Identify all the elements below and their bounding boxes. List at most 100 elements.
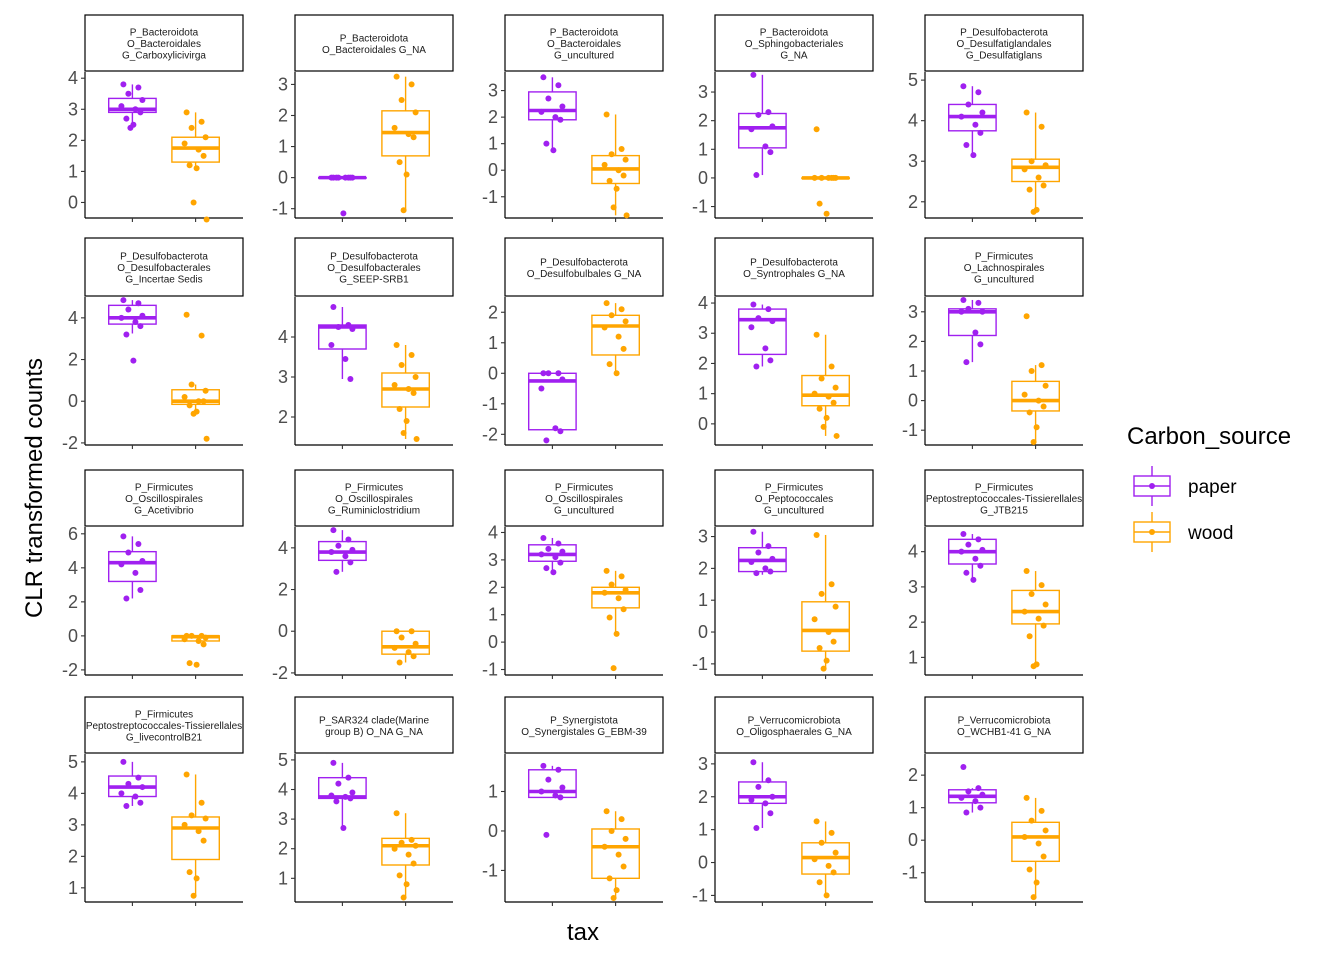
paper-data-point bbox=[118, 103, 125, 110]
facet-strip-label: G_uncultured bbox=[974, 275, 1034, 286]
wood-data-point bbox=[828, 829, 835, 836]
paper-data-point bbox=[139, 558, 146, 565]
wood-data-point bbox=[832, 603, 839, 610]
y-tick-label: 2 bbox=[68, 592, 78, 612]
y-tick-label: 5 bbox=[278, 750, 288, 770]
y-tick-label: 2 bbox=[698, 787, 708, 807]
wood-data-point bbox=[391, 845, 398, 852]
paper-data-point bbox=[333, 174, 340, 181]
wood-data-point bbox=[1021, 391, 1028, 398]
wood-data-point bbox=[398, 362, 405, 368]
facet-panel: P_FirmicutesPeptostreptococcales-Tissier… bbox=[68, 696, 244, 906]
y-tick-label: 2 bbox=[68, 846, 78, 866]
wood-data-point bbox=[396, 159, 403, 166]
facet-strip bbox=[294, 696, 454, 754]
wood-box bbox=[1011, 380, 1061, 412]
paper-data-point bbox=[125, 306, 132, 313]
wood-data-point bbox=[1028, 158, 1035, 165]
wood-data-point bbox=[820, 423, 827, 430]
paper-data-point bbox=[965, 305, 972, 312]
paper-data-point bbox=[559, 103, 566, 110]
facet-strip bbox=[504, 237, 664, 297]
wood-data-point bbox=[198, 332, 205, 339]
wood-data-point bbox=[606, 875, 613, 882]
y-tick-label: -1 bbox=[482, 394, 498, 414]
wood-data-point bbox=[1030, 894, 1037, 901]
wood-data-point bbox=[203, 435, 210, 442]
wood-data-point bbox=[200, 837, 207, 844]
wood-data-point bbox=[1040, 622, 1047, 629]
y-tick-label: 0 bbox=[908, 830, 918, 850]
paper-data-point bbox=[979, 546, 986, 553]
paper-data-point bbox=[540, 370, 547, 377]
facet-strip bbox=[84, 696, 244, 754]
paper-data-point bbox=[328, 792, 335, 799]
paper-data-point bbox=[139, 312, 146, 319]
wood-data-point bbox=[186, 869, 193, 876]
paper-data-point bbox=[977, 562, 984, 569]
paper-data-point bbox=[340, 210, 347, 217]
legend-title: Carbon_source bbox=[1127, 423, 1291, 450]
paper-data-point bbox=[762, 345, 769, 352]
y-tick-label: 2 bbox=[488, 107, 498, 127]
wood-data-point bbox=[408, 81, 415, 88]
wood-data-point bbox=[603, 567, 610, 574]
paper-data-point bbox=[753, 570, 760, 577]
facet-strip bbox=[84, 237, 244, 297]
facet-strip-label: O_Bacteroidales G_NA bbox=[322, 45, 426, 56]
wood-data-point bbox=[1021, 608, 1028, 615]
wood-data-point bbox=[1042, 827, 1049, 834]
y-tick-label: 0 bbox=[698, 853, 708, 873]
facet-strip bbox=[924, 14, 1084, 72]
paper-data-point bbox=[765, 109, 772, 116]
paper-data-point bbox=[750, 759, 757, 766]
wood-data-point bbox=[202, 634, 209, 641]
y-tick-label: 3 bbox=[908, 302, 918, 322]
y-tick-label: 3 bbox=[488, 550, 498, 570]
facet-strip-label: P_Synergistota bbox=[550, 715, 618, 726]
facet-strip-label: P_Bacteroidota bbox=[760, 28, 829, 39]
facet-panel: P_FirmicutesO_OscillospiralesG_Ruminiclo… bbox=[272, 469, 454, 683]
wood-data-point bbox=[601, 324, 608, 331]
paper-data-point bbox=[559, 548, 566, 555]
wood-data-point bbox=[811, 174, 818, 181]
wood-data-point bbox=[1028, 368, 1035, 374]
wood-data-point bbox=[1033, 424, 1040, 431]
paper-data-point bbox=[960, 296, 967, 303]
wood-data-point bbox=[181, 636, 188, 643]
wood-box bbox=[801, 374, 851, 407]
paper-data-point bbox=[972, 798, 979, 805]
wood-data-point bbox=[398, 96, 405, 103]
y-tick-label: 1 bbox=[488, 333, 498, 353]
wood-data-point bbox=[613, 370, 620, 377]
paper-data-point bbox=[345, 322, 352, 328]
paper-data-point bbox=[958, 113, 965, 120]
paper-data-point bbox=[540, 74, 547, 81]
paper-data-point bbox=[123, 331, 130, 338]
facet-strip-label: O_Syntrophales G_NA bbox=[743, 269, 845, 280]
facet-strip-label: O_Lachnospirales bbox=[964, 263, 1045, 274]
facet-strip-label: O_WCHB1-41 G_NA bbox=[957, 727, 1051, 738]
legend-key-point bbox=[1149, 529, 1155, 535]
paper-box bbox=[738, 781, 787, 805]
paper-data-point bbox=[335, 780, 342, 787]
paper-data-point bbox=[340, 825, 347, 831]
y-tick-label: 4 bbox=[908, 111, 918, 131]
facet-strip-label: G_Ruminiclostridium bbox=[328, 506, 420, 517]
paper-data-point bbox=[963, 142, 970, 148]
paper-data-point bbox=[972, 329, 979, 336]
y-axis-title: CLR transformed counts bbox=[21, 358, 48, 618]
wood-data-point bbox=[1030, 208, 1037, 215]
wood-data-point bbox=[825, 393, 832, 400]
paper-data-point bbox=[960, 83, 967, 90]
paper-data-point bbox=[977, 129, 984, 136]
y-tick-label: 0 bbox=[278, 621, 288, 641]
facet-strip-label: G_Carboxylicivirga bbox=[122, 51, 206, 62]
paper-data-point bbox=[767, 357, 774, 364]
wood-data-point bbox=[405, 851, 412, 858]
wood-data-point bbox=[823, 892, 830, 899]
wood-data-point bbox=[200, 398, 207, 405]
y-tick-label: 3 bbox=[698, 527, 708, 547]
wood-data-point bbox=[195, 828, 202, 835]
paper-data-point bbox=[330, 304, 337, 310]
